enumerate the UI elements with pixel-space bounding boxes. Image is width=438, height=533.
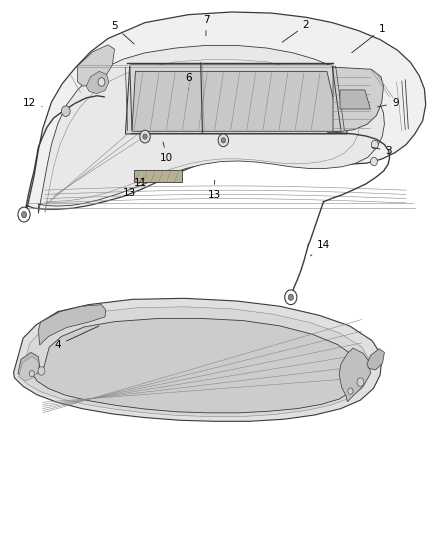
Text: 13: 13 <box>123 182 141 198</box>
Circle shape <box>371 157 378 166</box>
Polygon shape <box>25 12 426 216</box>
Polygon shape <box>20 307 371 417</box>
Circle shape <box>371 140 378 149</box>
Text: 10: 10 <box>160 142 173 163</box>
Polygon shape <box>18 352 40 378</box>
Circle shape <box>143 134 147 139</box>
Polygon shape <box>39 305 106 345</box>
Text: 11: 11 <box>134 177 147 188</box>
Polygon shape <box>39 45 385 214</box>
Circle shape <box>221 138 226 143</box>
Circle shape <box>98 78 105 86</box>
Polygon shape <box>33 318 362 413</box>
Circle shape <box>288 294 293 301</box>
Circle shape <box>140 130 150 143</box>
Text: 5: 5 <box>111 21 134 44</box>
Text: 9: 9 <box>378 98 399 108</box>
Text: 12: 12 <box>23 98 42 108</box>
Text: 4: 4 <box>55 326 99 350</box>
FancyBboxPatch shape <box>134 170 182 182</box>
Circle shape <box>285 290 297 305</box>
Text: 3: 3 <box>372 146 392 156</box>
Polygon shape <box>19 357 39 381</box>
Text: 13: 13 <box>208 180 221 200</box>
Polygon shape <box>78 45 115 86</box>
Circle shape <box>38 367 45 375</box>
Polygon shape <box>125 65 347 134</box>
Polygon shape <box>339 348 371 402</box>
Circle shape <box>348 388 353 394</box>
Text: 7: 7 <box>203 15 209 36</box>
Circle shape <box>218 134 229 147</box>
Polygon shape <box>14 298 382 421</box>
Polygon shape <box>333 67 384 131</box>
Polygon shape <box>367 349 385 370</box>
Polygon shape <box>86 71 109 94</box>
Circle shape <box>61 106 70 116</box>
Circle shape <box>18 207 30 222</box>
Circle shape <box>21 212 27 217</box>
Circle shape <box>29 370 35 377</box>
Text: 2: 2 <box>282 20 309 42</box>
Polygon shape <box>132 71 341 131</box>
Text: 1: 1 <box>352 24 385 53</box>
Circle shape <box>357 378 364 386</box>
Polygon shape <box>340 90 371 109</box>
Text: 14: 14 <box>311 240 330 256</box>
Text: 6: 6 <box>185 73 192 89</box>
